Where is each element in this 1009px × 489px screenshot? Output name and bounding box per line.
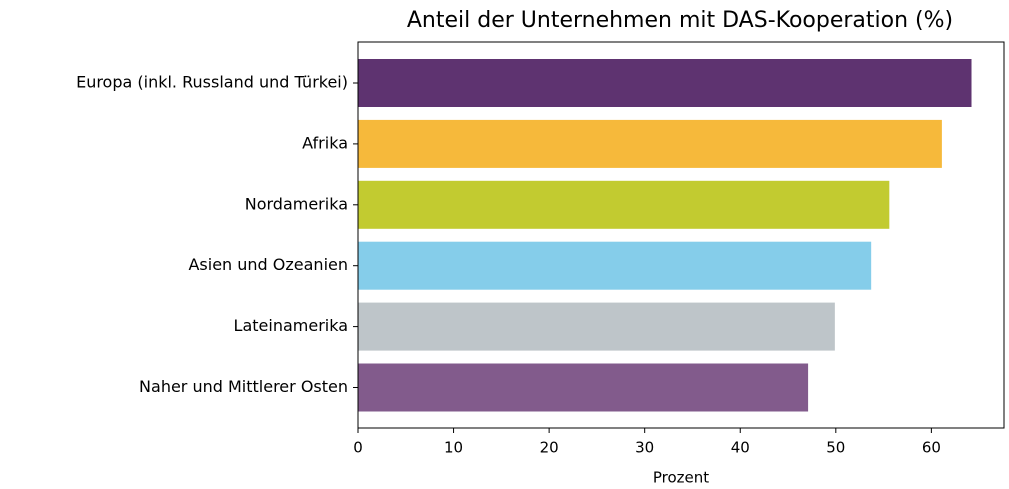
bar — [358, 180, 890, 229]
bar — [358, 302, 835, 351]
y-tick-label: Naher und Mittlerer Osten — [139, 377, 348, 396]
y-tick-label: Lateinamerika — [234, 316, 348, 335]
bar — [358, 363, 809, 412]
y-tick-label: Afrika — [302, 133, 348, 152]
y-tick-label: Europa (inkl. Russland und Türkei) — [76, 73, 348, 92]
x-tick-label: 10 — [444, 439, 463, 457]
y-tick-label: Nordamerika — [245, 194, 348, 213]
x-tick-label: 0 — [353, 439, 363, 457]
x-tick-label: 20 — [540, 439, 559, 457]
x-tick-label: 50 — [826, 439, 845, 457]
chart-title: Anteil der Unternehmen mit DAS-Kooperati… — [407, 8, 953, 33]
x-tick-label: 40 — [731, 439, 750, 457]
x-tick-label: 30 — [635, 439, 654, 457]
x-tick-label: 60 — [922, 439, 941, 457]
x-axis-label: Prozent — [653, 469, 709, 487]
y-tick-label: Asien und Ozeanien — [188, 255, 348, 274]
bar — [358, 241, 872, 290]
bar — [358, 59, 972, 107]
plot-frame — [357, 41, 1005, 429]
bar — [358, 119, 942, 168]
